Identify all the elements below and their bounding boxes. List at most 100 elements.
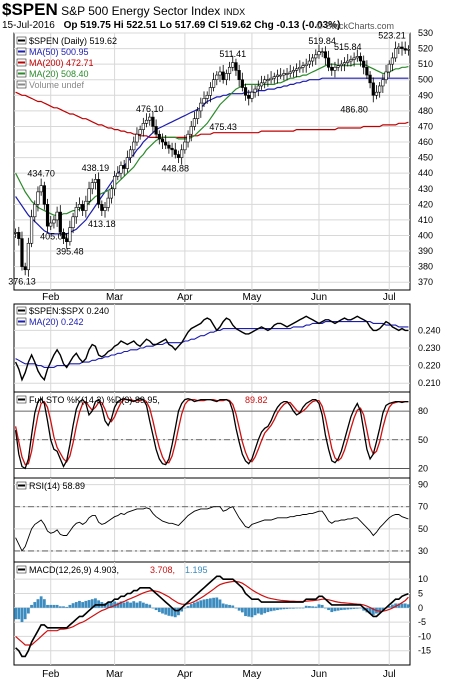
rsi-tick-label: 50 — [418, 524, 428, 534]
price-bar-body — [247, 95, 251, 99]
ratio-tick-label: 0.240 — [418, 325, 441, 335]
macd-histogram-bar — [71, 603, 75, 608]
macd-line — [15, 575, 409, 658]
price-annotation: 405.04 — [40, 232, 68, 242]
price-bar-body — [100, 204, 104, 211]
macd-histogram-bar — [228, 604, 231, 608]
macd-histogram-bar — [205, 598, 209, 608]
price-bar-body — [288, 71, 292, 74]
macd-histogram-bar — [193, 602, 196, 608]
price-bar-body — [61, 232, 66, 239]
price-bar-body — [282, 73, 286, 76]
price-bar-body — [342, 62, 347, 65]
price-bar-body — [112, 175, 117, 190]
price-tick-label: 530 — [418, 28, 433, 38]
price-bar-body — [346, 60, 350, 63]
price-tick-label: 430 — [418, 184, 433, 194]
price-bar-body — [87, 188, 91, 202]
price-bar-body — [304, 63, 308, 67]
macd-histogram-bar — [55, 604, 59, 608]
price-bar-body — [330, 66, 334, 71]
price-bar-body — [291, 70, 296, 73]
price-panel — [13, 32, 411, 291]
price-annotation: 515.84 — [334, 42, 362, 52]
price-bar-body — [237, 70, 241, 81]
price-annotation: 413.18 — [88, 219, 116, 229]
rsi-tick-label: 30 — [418, 546, 428, 556]
macd-histogram-bar — [346, 607, 350, 610]
price-bar-body — [352, 57, 356, 60]
ratio-line — [14, 315, 409, 382]
price-bar-body — [205, 95, 209, 99]
macd-histogram-bar — [119, 601, 123, 608]
price-bar-body — [378, 85, 382, 93]
price-bar-body — [17, 232, 21, 239]
macd-panel — [13, 561, 411, 666]
price-bar-body — [173, 149, 177, 155]
macd-histogram-bar — [20, 607, 24, 623]
month-label: Jun — [311, 292, 327, 303]
price-bar-body — [390, 57, 395, 65]
ma50-line — [15, 77, 409, 235]
sto-tick-label: 20 — [418, 463, 428, 473]
price-tick-label: 500 — [418, 75, 433, 85]
macd-histogram-bar — [132, 601, 136, 608]
macd-histogram-bar — [323, 607, 327, 609]
price-bar-body — [317, 51, 321, 56]
macd-histogram-bar — [129, 602, 132, 608]
price-bar-body — [68, 227, 72, 243]
macd-histogram-bar — [371, 607, 375, 615]
macd-histogram-bar — [339, 607, 343, 611]
price-bar-body — [29, 216, 34, 244]
price-bar-body — [374, 91, 379, 96]
price-tick-label: 470 — [418, 121, 433, 131]
price-tick-label: 440 — [418, 168, 433, 178]
macd-histogram-bar — [407, 604, 410, 608]
macd-histogram-bar — [170, 607, 174, 617]
price-bar-body — [65, 238, 69, 243]
price-bar-body — [211, 79, 216, 88]
ratio-tick-label: 0.220 — [418, 361, 441, 371]
macd-histogram-bar — [378, 607, 382, 613]
price-annotation: 434.70 — [27, 168, 55, 178]
price-bar-body — [71, 216, 75, 228]
price-bar-body — [221, 71, 225, 81]
month-label: Feb — [42, 669, 60, 680]
macd-tick-label: 10 — [418, 574, 428, 584]
macd-histogram-bar — [218, 599, 222, 608]
macd-histogram-bar — [14, 607, 17, 620]
macd-histogram-bar — [221, 603, 225, 608]
price-bar-body — [81, 204, 85, 211]
macd-histogram-bar — [74, 602, 78, 608]
price-bar-body — [349, 59, 353, 62]
macd-histogram-bar — [311, 606, 314, 608]
macd-histogram-bar — [125, 601, 129, 608]
macd-frame — [13, 561, 411, 666]
macd-histogram-bar — [330, 607, 334, 613]
macd-histogram-bar — [260, 607, 263, 615]
price-bar-body — [186, 133, 190, 143]
price-bar-body — [384, 71, 388, 81]
macd-histogram-bar — [256, 607, 260, 614]
macd-histogram-bar — [359, 607, 362, 609]
price-bar-body — [394, 48, 398, 59]
legend-entry: 89.82 — [245, 395, 268, 405]
macd-histogram-bar — [42, 599, 46, 608]
price-bar-body — [371, 82, 375, 96]
price-bar-body — [157, 133, 161, 140]
macd-histogram-bar — [177, 607, 180, 616]
price-bar-body — [231, 62, 235, 68]
legend-entry: Full STO %K(14,3) %D(3) 89.95, — [29, 395, 160, 405]
macd-signal-line — [15, 580, 409, 646]
legend-entry: 1.195 — [185, 565, 208, 575]
price-bar-body — [310, 57, 315, 62]
price-tick-label: 460 — [418, 137, 433, 147]
macd-histogram-bar — [110, 602, 113, 608]
macd-histogram-bar — [30, 604, 33, 608]
price-tick-label: 520 — [418, 44, 433, 54]
price-bar-body — [106, 197, 110, 208]
price-bar-body — [208, 87, 213, 96]
price-tick-label: 400 — [418, 230, 433, 240]
month-label: Jun — [311, 669, 327, 680]
price-bar-body — [74, 207, 78, 218]
